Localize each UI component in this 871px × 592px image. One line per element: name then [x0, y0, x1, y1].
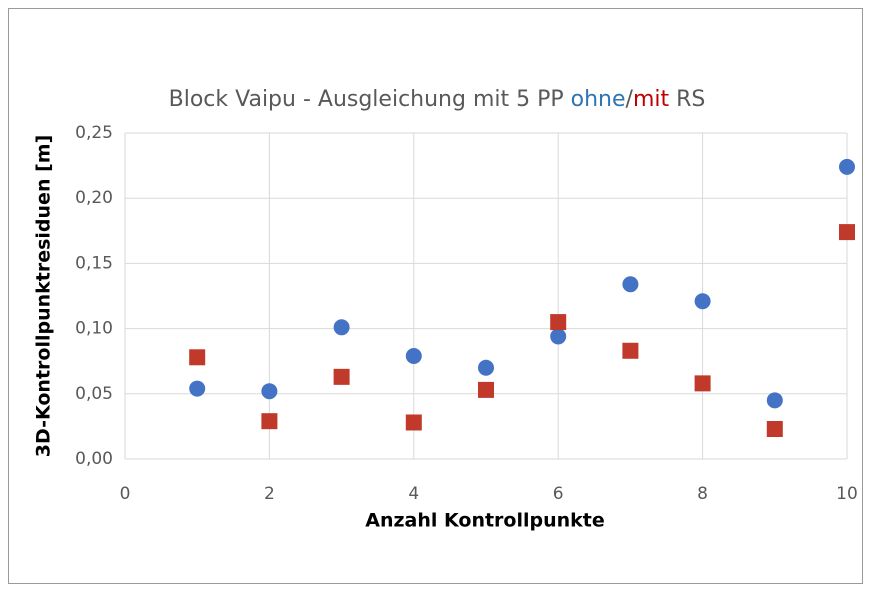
point	[694, 375, 711, 392]
title-part: RS	[669, 87, 705, 112]
y-tick-label: 0,25	[75, 123, 113, 143]
point	[189, 349, 206, 366]
x-tick-label: 2	[264, 484, 275, 504]
chart-border	[8, 8, 863, 584]
x-axis-label: Anzahl Kontrollpunkte	[365, 510, 605, 532]
point	[622, 276, 639, 293]
x-tick-label: 4	[408, 484, 419, 504]
y-axis-label: 3D-Kontrollpunktresiduen [m]	[33, 135, 55, 458]
point	[478, 381, 494, 398]
y-tick-label: 0,05	[75, 384, 113, 404]
point	[766, 421, 783, 438]
x-tick-label: 8	[697, 484, 708, 504]
point	[261, 383, 278, 400]
x-tick-label: 6	[553, 484, 564, 504]
title-part: mit	[633, 87, 670, 112]
title-part: Block Vaipu - Ausgleichung mit 5 PP	[169, 87, 571, 112]
title-part: ohne	[571, 87, 626, 112]
chart-title: Block Vaipu - Ausgleichung mit 5 PP ohne…	[169, 87, 706, 112]
y-tick-label: 0,10	[75, 319, 113, 339]
point	[405, 414, 422, 431]
point	[478, 359, 494, 376]
point	[405, 347, 422, 364]
y-tick-label: 0,20	[75, 188, 113, 208]
point	[333, 319, 350, 336]
point	[189, 380, 206, 397]
point	[694, 293, 711, 310]
y-tick-label: 0,15	[75, 253, 113, 273]
point	[550, 314, 567, 331]
point	[261, 413, 278, 430]
point	[622, 342, 639, 359]
point	[550, 328, 567, 345]
y-tick-label: 0,00	[75, 449, 113, 469]
point	[766, 392, 783, 409]
title-part: /	[626, 87, 634, 112]
x-tick-label: 10	[836, 484, 858, 504]
point	[839, 158, 855, 175]
point	[839, 224, 855, 241]
x-tick-label: 0	[120, 484, 131, 504]
point	[333, 368, 350, 385]
